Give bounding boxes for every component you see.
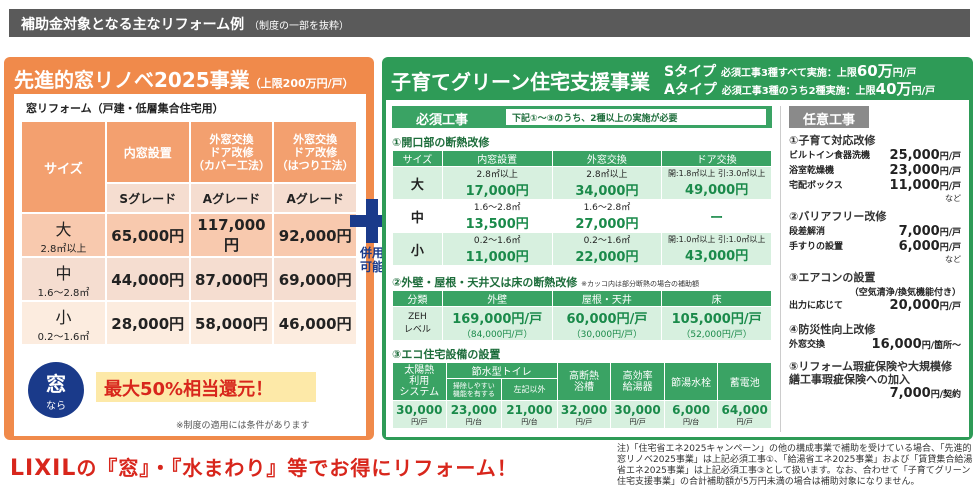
list-item: 宅配ボックス 11,000円/戸 <box>789 178 961 193</box>
promo-banner: 最大50%相当還元！ <box>96 372 316 402</box>
table-row: 大 2.8㎡以上 65,000円 117,000円 92,000円 <box>20 212 358 258</box>
col-uchimado: 内窓設置 <box>104 120 191 184</box>
s2-table: 分類 外壁 屋根・天井 床 ZEH レベル 169,000円/戸 （84,000円… <box>392 290 772 341</box>
col-size: サイズ <box>20 120 107 214</box>
opt-title: ①子育て対応改修 <box>789 134 876 147</box>
table-row: ZEH レベル 169,000円/戸 （84,000円/戸） 60,000円/戸（… <box>392 306 772 341</box>
grade-s: Sグレード <box>104 182 191 214</box>
opt-title: ④防災性向上改修 <box>789 323 876 336</box>
value-cell: 44,000円 <box>104 256 191 302</box>
table-row: 大 2.8㎡以上 17,000円 2.8㎡以上 34,000円 開:1.8㎡以上 引… <box>392 166 772 200</box>
size-label: 大 <box>55 219 72 239</box>
nini-header: 任意工事 <box>789 106 869 128</box>
list-item: 段差解消 7,000円/戸 <box>789 224 961 239</box>
mado-subtitle: 窓リフォーム（戸建・低層集合住宅用） <box>26 102 224 115</box>
opt-title: ②バリアフリー改修 <box>789 210 887 223</box>
s3-title: ③エコ住宅設備の設置 <box>392 348 501 361</box>
mado-table: サイズ 内窓設置 外窓交換 ドア改修 （カバー工法） 外窓交換 ドア改修 （はつ… <box>20 120 358 346</box>
combo-label: 併用 可能 <box>359 246 384 274</box>
list-item: 出力に応じて 20,000円/戸 <box>789 298 961 313</box>
grade-a1: Aグレード <box>188 182 275 214</box>
footer-note: 注)「住宅省エネ2025キャンペーン」の他の構成事業で補助を受けている場合、「先… <box>617 444 973 487</box>
opt-title: ⑤リフォーム瑕疵保険や大規模修繕工事瑕疵保険への加入 <box>789 360 952 386</box>
page-header: 補助金対象となる主なリフォーム例 （制度の一部を抜粋） <box>9 9 970 37</box>
a-type: Aタイプ 必須工事3種のうち2種実施：上限40万円/戸 <box>664 80 936 98</box>
value-cell: 58,000円 <box>188 300 275 346</box>
hissu-note: 下記①～③のうち、2種以上の実施が必要 <box>506 109 766 125</box>
s1-col: ドア交換 <box>661 150 772 167</box>
mado-badge: 窓 なら <box>28 362 84 418</box>
list-item: 浴室乾燥機 23,000円/戸 <box>789 163 961 178</box>
value-cell: 69,000円 <box>272 256 358 302</box>
size-label: 中 <box>55 263 72 283</box>
s-type: Sタイプ 必須工事3種すべて実施：上限60万円/戸 <box>664 62 917 80</box>
s2-title: ②外壁・屋根・天井又は床の断熱改修 ※カッコ内は部分断熱の場合の補助額 <box>392 276 700 289</box>
s1-col: 内窓設置 <box>441 150 553 167</box>
mado-note: ※制度の適用には条件があります <box>176 421 310 431</box>
hissu-header: 必須工事 下記①～③のうち、2種以上の実施が必要 <box>392 106 772 128</box>
table-row: 中 1.6～2.8㎡ 13,500円 1.6～2.8㎡ 27,000円 ー <box>392 199 772 233</box>
table-row: 小 0.2～1.6㎡ 28,000円 58,000円 46,000円 <box>20 300 358 346</box>
header-title: 補助金対象となる主なリフォーム例 <box>21 17 245 33</box>
header-sub: （制度の一部を抜粋） <box>249 21 350 32</box>
opt-title: ③エアコンの設置 <box>789 271 876 284</box>
grade-a2: Aグレード <box>272 182 358 214</box>
value-cell: 28,000円 <box>104 300 191 346</box>
lixil-logo: LIXIL <box>10 456 77 481</box>
size-range: 0.2～1.6㎡ <box>37 331 90 343</box>
col-hatsuri: 外窓交換 ドア改修 （はつり工法） <box>272 120 358 184</box>
table-row: 30,000 円/戸 23,000 円/台 21,000 円/台 32,000 円/戸 … <box>392 400 772 429</box>
kosodate-title: 子育てグリーン住宅支援事業 <box>391 70 650 94</box>
s1-col: 外窓交換 <box>551 150 663 167</box>
list-item: 手すりの設置 6,000円/戸 <box>789 239 961 254</box>
lixil-footer: LIXILの『窓』・『水まわり』等でお得にリフォーム！ <box>10 456 518 481</box>
value-cell: 92,000円 <box>272 212 358 258</box>
size-range: 1.6～2.8㎡ <box>37 287 90 299</box>
size-label: 小 <box>55 307 72 327</box>
list-item: ビルトイン食器洗機 25,000円/戸 <box>789 148 961 163</box>
mado-renove-title: 先進的窓リノベ2025事業（上限200万円/戸） <box>14 68 354 92</box>
table-row: 小 0.2～1.6㎡ 11,000円 0.2～1.6㎡ 22,000円 開:1.0㎡… <box>392 232 772 266</box>
table-row: 中 1.6～2.8㎡ 44,000円 87,000円 69,000円 <box>20 256 358 302</box>
value-cell: 46,000円 <box>272 300 358 346</box>
s3-table: 太陽熱 利用 システム 節水型トイレ 高断熱 浴槽 高効率 給湯器 節湯水栓 蓄… <box>392 362 772 429</box>
nini-section: 任意工事 ①子育て対応改修 ビルトイン食器洗機 25,000円/戸 浴室乾燥機 23… <box>780 106 965 432</box>
s1-title: ①開口部の断熱改修 <box>392 136 490 149</box>
value-cell: 117,000円 <box>188 212 275 258</box>
value-cell: 87,000円 <box>188 256 275 302</box>
col-cover: 外窓交換 ドア改修 （カバー工法） <box>188 120 275 184</box>
s1-table: サイズ 内窓設置 外窓交換 ドア交換 大 2.8㎡以上 17,000円 2.8㎡以… <box>392 150 772 266</box>
s1-col: サイズ <box>392 150 443 167</box>
size-range: 2.8㎡以上 <box>40 243 87 255</box>
value-cell: 65,000円 <box>104 212 191 258</box>
list-item: 外窓交換 16,000円/箇所～ <box>789 337 961 352</box>
